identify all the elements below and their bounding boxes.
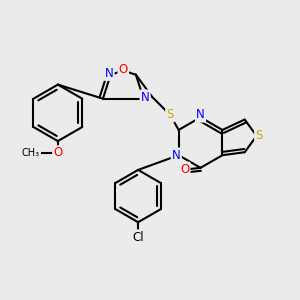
Text: S: S [167, 108, 174, 121]
Text: S: S [255, 129, 263, 142]
Text: N: N [105, 67, 113, 80]
Text: O: O [53, 146, 62, 160]
Text: O: O [118, 63, 128, 76]
Text: N: N [196, 108, 205, 122]
Text: CH₃: CH₃ [22, 148, 40, 158]
Text: N: N [141, 91, 149, 104]
Text: O: O [180, 163, 189, 176]
Text: N: N [172, 149, 181, 162]
Text: Cl: Cl [132, 231, 144, 244]
